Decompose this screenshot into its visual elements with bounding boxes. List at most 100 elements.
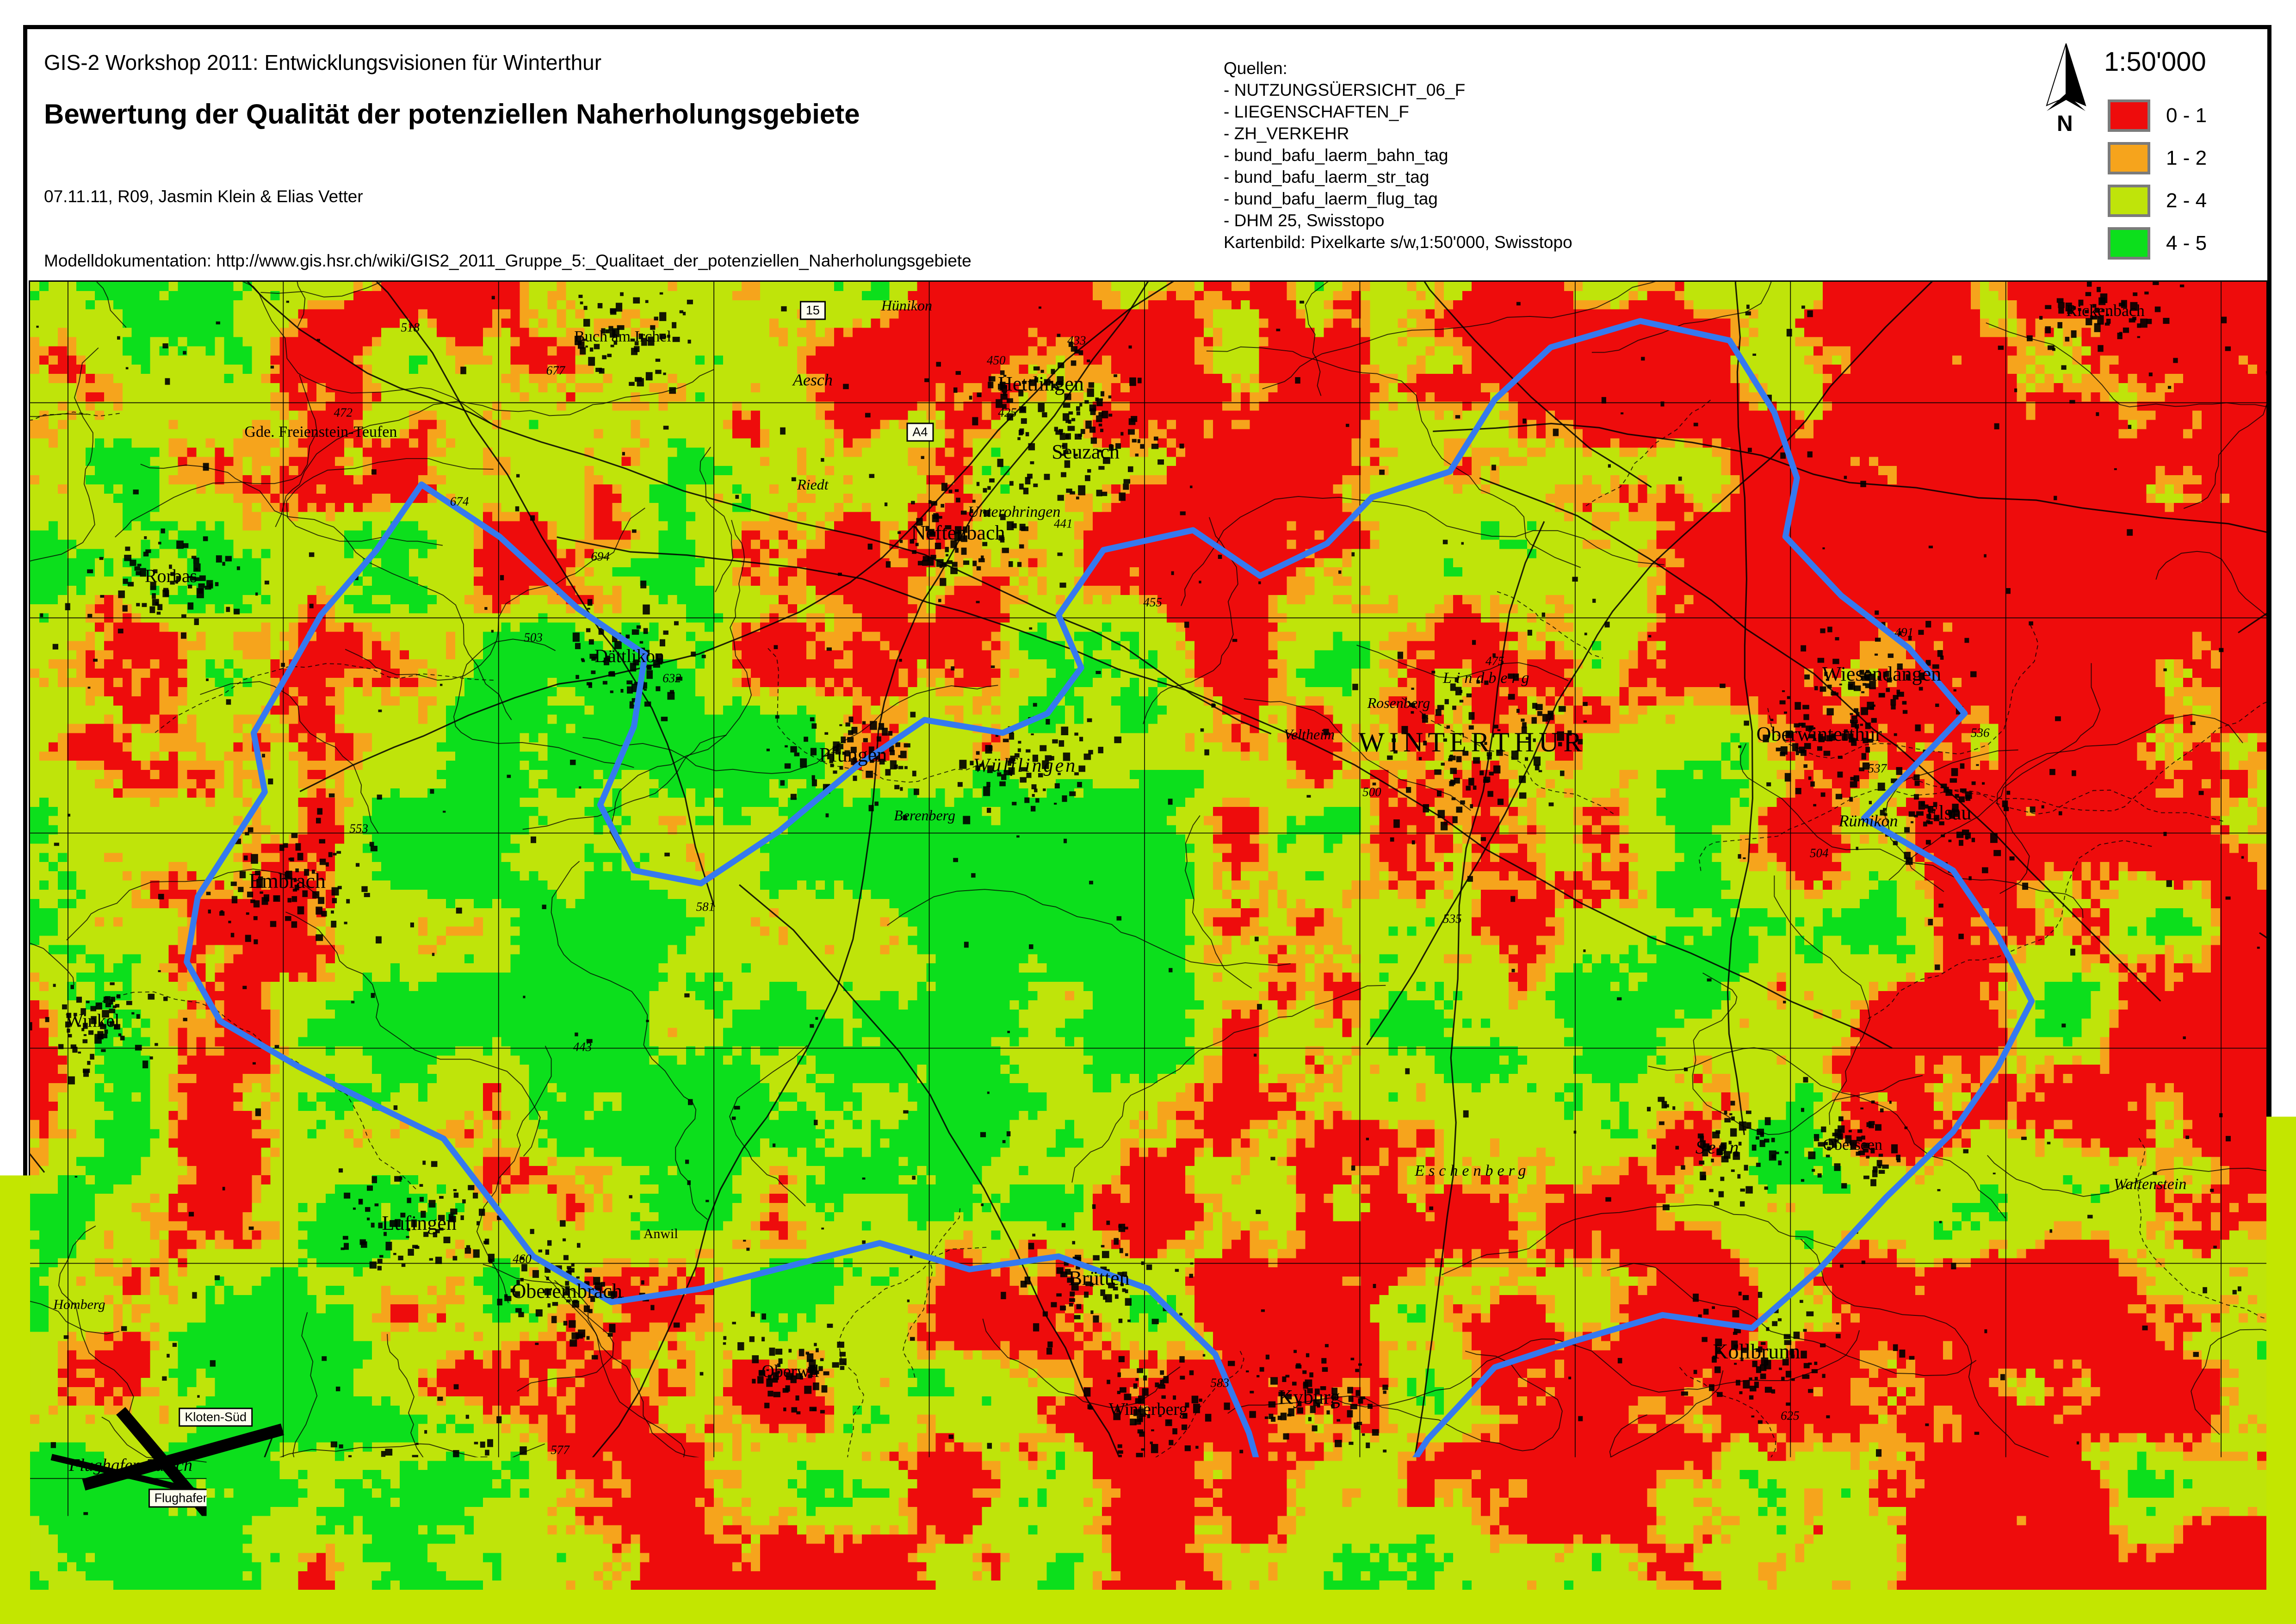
map-sign-kloten-s-d: Kloten-Süd (179, 1407, 253, 1426)
map-label-rosenberg: Rosenberg (1368, 695, 1430, 710)
map-label-neftenbach: Neftenbach (911, 523, 1005, 543)
map-label-lindberg: Lindberg (1443, 670, 1533, 686)
map-label-wiesendangen: Wiesendangen (1822, 664, 1941, 684)
map-label-oberembrach: Oberembrach (511, 1281, 622, 1302)
map-label-rorbas: Rorbas (145, 567, 197, 585)
map-label-bassersdorf: Bassersdorf (503, 1555, 608, 1577)
source-item: - DHM 25, Swisstopo (1224, 210, 1572, 231)
spot-height: 475 (1485, 654, 1504, 668)
map-label-r-mikon: Rümikon (1839, 812, 1898, 829)
source-item: - ZH_VERKEHR (1224, 123, 1572, 144)
spot-height: 617 (1289, 1454, 1308, 1469)
spot-height: 537 (1868, 761, 1887, 775)
spot-height: 583 (1210, 1376, 1229, 1390)
source-item: - bund_bafu_laerm_bahn_tag (1224, 144, 1572, 166)
map-label-kyburg: Kyburg (1278, 1387, 1340, 1407)
map-labels-layer: Gde. Freienstein-Teufen Rorbas Buch am Irc… (30, 282, 2266, 1590)
spot-height: 553 (349, 821, 368, 836)
map-label-seen: Seen (1696, 1138, 1742, 1157)
map-label-riedt: Riedt (797, 477, 829, 492)
legend-swatch (2108, 185, 2150, 217)
map-label-oberwil: Oberwil (761, 1363, 819, 1380)
map-label-winkel: Winkel (66, 1011, 119, 1030)
spot-height: 425 (998, 405, 1017, 420)
map-label-gde-freienstein-teufen: Gde. Freienstein-Teufen (244, 424, 397, 440)
spot-height: 518 (401, 320, 420, 335)
spot-height: 503 (524, 630, 543, 645)
sources-title: Quellen: (1224, 57, 1572, 79)
source-item: - LIEGENSCHAFTEN_F (1224, 101, 1572, 123)
sources-items: - NUTZUNGSÜERSICHT_06_F - LIEGENSCHAFTEN_… (1224, 79, 1572, 231)
spot-height: 625 (1781, 1409, 1800, 1423)
spot-height: 632 (662, 671, 681, 685)
map-label-buch-am-irchel: Buch am Irchel (574, 329, 671, 345)
legend-label: 4 - 5 (2166, 232, 2207, 255)
map-label-kloten: KLOTEN (387, 1480, 500, 1504)
spot-height: 504 (1810, 846, 1829, 861)
map-label-pfungen: Pfungen (819, 745, 887, 765)
map-label-w-lflingen: Wülflingen (973, 756, 1077, 775)
map-label-berenberg: Berenberg (894, 808, 955, 823)
source-item: - bund_bafu_laerm_str_tag (1224, 166, 1572, 188)
map-sign-flughafen: Flughafen (149, 1489, 216, 1508)
authors-line: 07.11.11, R09, Jasmin Klein & Elias Vett… (44, 187, 363, 206)
spot-height: 677 (546, 364, 565, 378)
spot-height: 460 (513, 1252, 532, 1266)
spot-height: 443 (573, 1040, 592, 1054)
map-label-flughafen-z-rich: Flughafen Zürich (69, 1457, 192, 1474)
map-label-kollbrunn: Kollbrunn (1713, 1341, 1800, 1362)
legend-swatch (2108, 99, 2150, 132)
legend-label: 2 - 4 (2166, 189, 2207, 212)
map-sign-15: 15 (800, 301, 826, 320)
map-label-eschenberg: Eschenberg (1415, 1163, 1530, 1179)
workshop-line: GIS-2 Workshop 2011: Entwicklungsvisione… (44, 50, 601, 75)
map-label-d-ttlikon: Dättlikon (594, 647, 664, 665)
basemap-line: Kartenbild: Pixelkarte s/w,1:50'000, Swi… (1224, 231, 1572, 253)
spot-height: 536 (1971, 726, 1990, 740)
map-area[interactable]: Gde. Freienstein-Teufen Rorbas Buch am Irc… (29, 280, 2268, 1591)
map-label-winterberg: Winterberg (1109, 1401, 1188, 1418)
map-label-h-nikon: Hünikon (881, 298, 932, 313)
spot-height: 450 (987, 353, 1006, 367)
source-item: - NUTZUNGSÜERSICHT_06_F (1224, 79, 1572, 101)
map-label-lufingen: Lufingen (382, 1213, 456, 1233)
north-arrow-icon (2039, 41, 2095, 114)
map-sign-kemptthal: Kemptthal (987, 1511, 1055, 1530)
spot-height: 577 (551, 1443, 569, 1457)
map-label-rickenbach: Rickenbach (2066, 302, 2145, 319)
map-sign-a4: A4 (906, 423, 934, 442)
legend: 0 - 1 1 - 2 2 - 4 4 - 5 (2108, 99, 2207, 269)
source-item: - bund_bafu_laerm_flug_tag (1224, 188, 1572, 210)
legend-row: 4 - 5 (2108, 227, 2207, 260)
map-label-aesch: Aesch (793, 372, 833, 388)
map-label-veltheim: Veltheim (1284, 727, 1335, 742)
page-title: Bewertung der Qualität der potenziellen … (44, 98, 860, 130)
map-label-elsau: Elsau (1926, 803, 1972, 823)
map-label-homberg: Homberg (53, 1298, 105, 1312)
sources-block: Quellen: - NUTZUNGSÜERSICHT_06_F - LIEGEN… (1224, 57, 1572, 253)
north-label: N (2057, 111, 2073, 136)
map-label-embrach: Embrach (249, 870, 326, 892)
spot-height: 472 (334, 405, 353, 420)
spot-height: 581 (696, 900, 715, 914)
legend-row: 0 - 1 (2108, 99, 2207, 132)
spot-height: 535 (1443, 911, 1462, 926)
legend-row: 1 - 2 (2108, 142, 2207, 175)
map-label-seuzach: Seuzach (1052, 442, 1120, 462)
map-label-n-rensdorf: Nürensdorf (890, 1530, 982, 1550)
map-label-waltenstein: Waltenstein (2114, 1177, 2186, 1192)
spot-height: 657 (1814, 1494, 1833, 1508)
map-label-oberseen: Oberseen (1823, 1137, 1882, 1153)
spot-height: 628 (1658, 1481, 1677, 1495)
spot-height: 433 (1067, 334, 1086, 348)
map-label-hettlingen: Hettlingen (998, 374, 1084, 394)
map-label-oberwinterthur: Oberwinterthur (1757, 724, 1882, 744)
map-label-anwil: Anwil (644, 1227, 678, 1241)
modeldoc-link[interactable]: Modelldokumentation: http://www.gis.hsr.… (44, 251, 972, 271)
legend-label: 0 - 1 (2166, 104, 2207, 127)
spot-height: 491 (1895, 625, 1914, 639)
spot-height: 674 (450, 494, 469, 508)
map-label-br-tten: Brütten (1069, 1268, 1130, 1289)
spot-height: 441 (1054, 516, 1073, 531)
legend-row: 2 - 4 (2108, 184, 2207, 217)
